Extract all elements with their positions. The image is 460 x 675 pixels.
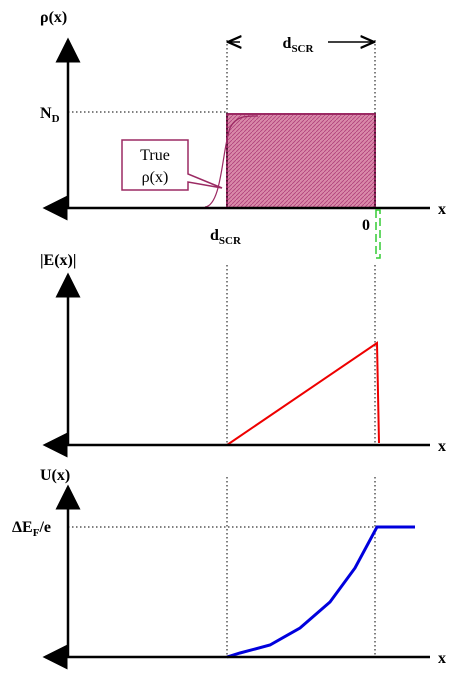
potential-curve (226, 525, 415, 659)
x-label: x (438, 650, 446, 667)
callout-box (121, 139, 223, 191)
charge-block (226, 113, 376, 209)
level-label: ND (40, 105, 60, 125)
y-label: |E(x)| (40, 252, 76, 269)
width-label: dSCR (283, 35, 315, 55)
panel-charge: True ρ(x) dSCR ρ(x) ND x dSCR 0 (40, 9, 446, 259)
callout-text: ρ(x) (142, 169, 169, 186)
origin-label: 0 (362, 217, 370, 234)
true-profile (204, 115, 259, 208)
x-label: x (438, 201, 446, 218)
edge-label: dSCR (210, 227, 242, 247)
y-label: U(x) (40, 467, 70, 484)
callout-text: True (140, 147, 170, 164)
y-label: ρ(x) (40, 9, 67, 26)
panel-potential: U(x) ΔEF/e x (12, 467, 446, 670)
x-label: x (438, 438, 446, 455)
level-label: ΔEF/e (12, 519, 51, 539)
panel-field: |E(x)| x (40, 252, 446, 458)
marker (375, 209, 381, 259)
field-curve (226, 341, 380, 446)
